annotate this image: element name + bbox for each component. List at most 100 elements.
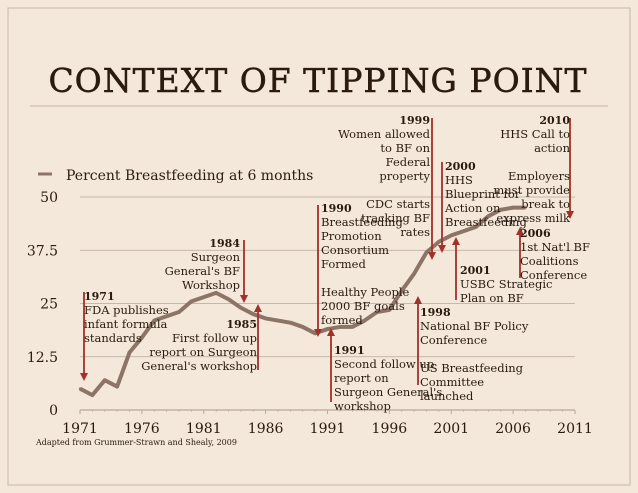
annotation-line: HHS Call to <box>500 127 570 141</box>
annotation-line: tracking BF <box>361 211 430 225</box>
annotation-line: report on <box>334 371 389 385</box>
annotation-line: Consortium <box>321 243 389 257</box>
data-point <box>214 291 218 295</box>
data-point <box>252 312 255 316</box>
annotation-line: Coalitions <box>520 254 579 268</box>
slide-border <box>7 7 631 486</box>
data-point <box>177 310 181 314</box>
data-point <box>128 351 131 354</box>
annotation-line: Committee <box>420 375 484 389</box>
slide-title: CONTEXT OF TIPPING POINT <box>48 61 587 100</box>
data-point <box>375 310 379 314</box>
data-point <box>363 319 366 322</box>
annotation-line: express milk <box>496 211 571 225</box>
annotation-year: 1990 <box>321 202 352 215</box>
source-note: Adapted from Grummer-Strawn and Shealy, … <box>35 438 237 447</box>
data-point <box>450 234 453 237</box>
gridlines <box>80 196 575 411</box>
data-point <box>524 206 527 209</box>
data-point <box>326 327 329 331</box>
annotation-line: Promotion <box>321 229 382 243</box>
annotation-line: Surgeon General's <box>334 385 442 399</box>
annotation-line: property <box>379 169 430 183</box>
x-tick-label: 1981 <box>186 421 222 437</box>
data-point <box>511 206 515 209</box>
data-point <box>115 385 119 388</box>
annotation-line: 2000 BF goals <box>321 299 405 313</box>
data-point <box>165 315 168 318</box>
annotation-line: Blueprint for <box>445 187 521 201</box>
data-point <box>78 387 82 390</box>
annotation-year: 2006 <box>520 227 551 240</box>
annotation-line: General's BF <box>165 264 240 278</box>
legend: Percent Breastfeeding at 6 months <box>38 168 313 184</box>
annotation-line: HHS <box>445 173 473 187</box>
annotation-line: Breastfeeding <box>445 215 527 229</box>
y-tick-label: 37.5 <box>27 243 58 259</box>
annotation-line: Second follow up <box>334 357 434 371</box>
annotation-line: must provide <box>493 183 570 197</box>
data-point <box>190 300 193 303</box>
annotation-line: standards <box>84 331 142 345</box>
annotation-line: FDA publishes <box>84 303 169 317</box>
annotation-arrows <box>80 118 574 402</box>
data-point <box>264 317 267 320</box>
x-tick-label: 2001 <box>433 421 469 437</box>
annotation-line: rates <box>400 225 430 239</box>
data-point <box>487 214 490 218</box>
data-point <box>400 289 403 292</box>
data-point <box>227 298 230 301</box>
annotation-year: 1991 <box>334 344 365 357</box>
annotation-line: General's workshop <box>141 359 257 373</box>
data-point <box>388 308 391 312</box>
annotation-line: workshop <box>334 399 391 413</box>
annotation-line: USBC Strategic <box>460 277 552 291</box>
data-point <box>153 319 156 322</box>
annotation-line: Conference <box>520 268 587 282</box>
data-point <box>474 225 478 229</box>
data-points <box>78 206 527 397</box>
annotation-year: 1971 <box>84 290 115 303</box>
x-tick-label: 2006 <box>495 421 531 437</box>
data-point <box>289 321 292 324</box>
y-tick-label: 50 <box>40 190 58 206</box>
annotation-line: Breastfeeding <box>321 215 403 229</box>
legend-label: Percent Breastfeeding at 6 months <box>66 168 313 184</box>
data-point <box>91 393 94 397</box>
data-point <box>276 319 280 322</box>
annotation-year: 2001 <box>460 264 491 277</box>
data-point <box>239 306 243 309</box>
annotation-line: report on Surgeon <box>149 345 257 359</box>
y-tick-label: 0 <box>49 403 58 419</box>
x-tick-label: 1986 <box>248 421 284 437</box>
annotation-line: First follow up <box>172 331 257 345</box>
annotation-line: infant formula <box>84 317 168 331</box>
annotation-year: 1985 <box>226 318 257 331</box>
data-point <box>202 295 205 299</box>
data-point <box>437 240 441 243</box>
data-point <box>412 272 416 275</box>
x-axis-ticks: 1971 1976 1981 1986 1991 1996 2001 2006 2011 <box>62 410 593 437</box>
annotation-line: Action on <box>444 201 501 215</box>
annotation-year: 2010 <box>539 114 570 127</box>
annotation-1990: 1990BreastfeedingPromotionConsortiumForm… <box>321 202 410 327</box>
data-point <box>313 332 317 335</box>
annotation-line: formed <box>321 313 363 327</box>
y-tick-label: 12.5 <box>27 350 58 366</box>
data-point <box>140 336 144 339</box>
annotation-line: Formed <box>321 257 366 271</box>
y-tick-label: 25 <box>40 297 58 313</box>
x-tick-label: 1971 <box>62 421 98 437</box>
annotation-line: launched <box>420 389 474 403</box>
annotation-line: Women allowed <box>338 127 431 141</box>
annotation-line: CDC starts <box>366 197 430 211</box>
annotation-line: Employers <box>508 169 570 183</box>
